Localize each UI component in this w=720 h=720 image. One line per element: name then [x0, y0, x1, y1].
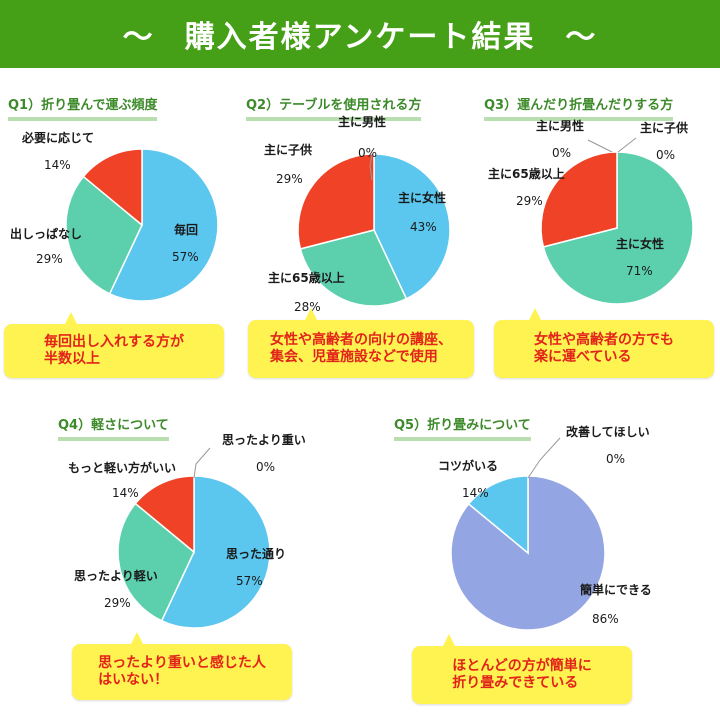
title-decor-right: ～ [565, 20, 598, 55]
q2-label-d: 主に男性 [338, 115, 387, 129]
q4-label-b: 思ったより軽い [74, 569, 158, 583]
q3-note: 女性や高齢者の方でも 楽に運べている [494, 308, 714, 378]
q3-pct-c: 0% [552, 146, 572, 160]
q4-note: 思ったより重いと感じた人 はいない！ [72, 632, 292, 700]
pie-q4 [117, 475, 271, 629]
q5-note: ほとんどの方が簡単に 折り畳みできている [412, 634, 632, 704]
q5-title: Q5）折り畳みについて [394, 414, 531, 441]
pie-q2-slice-2 [299, 229, 408, 307]
q5-label-a: 簡単にできる [580, 583, 652, 597]
q4-label-d: 思ったより重い [222, 433, 306, 447]
leader-line-q4-heavy [193, 447, 211, 479]
q1-label-a: 毎回 [174, 223, 199, 237]
leader-line-q3-child [617, 137, 637, 153]
pie-q2 [297, 153, 451, 307]
q2-pct-c: 29% [276, 172, 303, 186]
leader-line-q2-male [369, 153, 373, 181]
q4-label-c: もっと軽い方がいい [68, 461, 177, 475]
q3-note-pointer [528, 308, 542, 322]
q4-note-text: 思ったより重いと感じた人 はいない！ [98, 654, 266, 689]
title-decor-left: ～ [122, 20, 155, 55]
q2-note-text: 女性や高齢者の向けの講座、 集会、児童施設などで使用 [270, 331, 452, 366]
q3-title: Q3）運んだり折畳んだりする方 [484, 94, 674, 121]
q2-note-pointer [304, 308, 318, 322]
q1-label-c: 必要に応じて [22, 131, 95, 145]
q4-pct-b: 29% [104, 596, 131, 610]
page-title: 購入者様アンケート結果 [184, 20, 536, 55]
title-banner: ～ 購入者様アンケート結果 ～ [0, 0, 720, 68]
pie-q1-slice-2 [65, 175, 143, 295]
q3-label-c: 主に男性 [536, 119, 585, 133]
q3-label-b: 主に65歳以上 [488, 167, 565, 181]
pie-q3 [540, 151, 694, 305]
q5-note-text: ほとんどの方が簡単に 折り畳みできている [452, 657, 592, 692]
q2-pct-a: 43% [410, 220, 437, 234]
q4-note-pointer [130, 632, 144, 646]
q1-note: 毎回出し入れする方が 半数以上 [4, 312, 224, 378]
q5-label-c: 改善してほしい [566, 425, 650, 439]
q3-pct-b: 29% [516, 194, 543, 208]
q4-pct-d: 0% [256, 460, 276, 474]
q5-pct-a: 86% [592, 612, 619, 626]
q2-label-c: 主に子供 [264, 143, 313, 157]
pie-q1-slice-1 [108, 148, 219, 302]
q1-note-text: 毎回出し入れする方が 半数以上 [44, 333, 184, 368]
q4-label-a: 思った通り [226, 547, 287, 561]
q5-note-pointer [442, 634, 456, 648]
q2-note: 女性や高齢者の向けの講座、 集会、児童施設などで使用 [248, 308, 474, 378]
q1-pct-a: 57% [172, 250, 199, 264]
q1-pct-b: 29% [36, 252, 63, 266]
leader-line-q3-male [587, 139, 613, 153]
q5-pct-c: 0% [606, 452, 626, 466]
q3-pct-d: 0% [656, 148, 676, 162]
q1-note-pointer [64, 312, 78, 326]
q5-label-b: コツがいる [438, 459, 499, 473]
pie-q4-slice-3 [134, 475, 195, 554]
q3-pct-a: 71% [626, 264, 653, 278]
pie-q5-slice-2 [467, 475, 529, 555]
pie-q1 [65, 148, 219, 302]
q2-pct-d: 0% [358, 146, 378, 160]
pie-q4-slice-1 [160, 475, 271, 629]
q3-label-a: 主に女性 [616, 237, 665, 251]
pie-q3-slice-2 [540, 151, 618, 248]
pie-q4-slice-2 [117, 502, 195, 622]
q2-title: Q2）テーブルを使用される方 [246, 94, 422, 121]
pie-q1-slice-3 [82, 148, 143, 227]
q1-title: Q1）折り畳んで運ぶ頻度 [8, 94, 158, 121]
pie-q3-slice-1 [542, 151, 694, 305]
q2-label-a: 主に女性 [398, 191, 447, 205]
q4-title: Q4）軽さについて [58, 414, 169, 441]
pie-q2-slice-1 [373, 153, 451, 300]
q1-label-b: 出しっぱなし [10, 227, 83, 241]
q3-label-d: 主に子供 [640, 121, 689, 135]
q2-label-b: 主に65歳以上 [268, 271, 345, 285]
leader-line-q5-improve [527, 437, 561, 479]
pie-q5 [450, 475, 606, 631]
q1-pct-c: 14% [44, 158, 71, 172]
q5-pct-b: 14% [462, 486, 489, 500]
q3-note-text: 女性や高齢者の方でも 楽に運べている [534, 331, 674, 366]
pie-q2-slice-3 [297, 153, 375, 250]
q4-pct-c: 14% [112, 486, 139, 500]
q4-pct-a: 57% [236, 574, 263, 588]
